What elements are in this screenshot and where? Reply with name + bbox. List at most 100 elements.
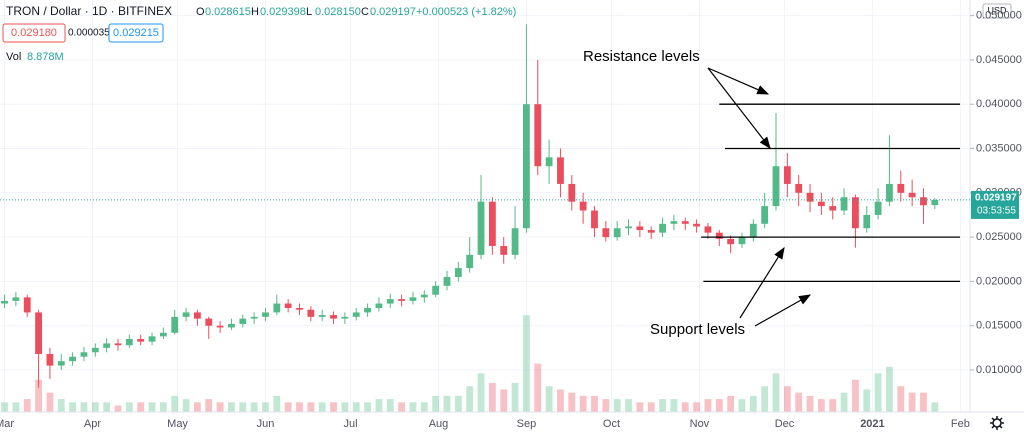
grid <box>0 0 970 412</box>
candle-body <box>137 338 145 342</box>
candle-body <box>727 238 735 245</box>
bid-box[interactable] <box>2 23 66 43</box>
volume-bar <box>863 389 871 412</box>
candle-body <box>57 361 65 366</box>
volume-bar <box>466 386 474 412</box>
volume-bar <box>12 402 20 412</box>
y-tick-label: 0.020000 <box>976 275 1022 287</box>
volume-bar <box>511 382 519 412</box>
candle-body <box>715 232 723 239</box>
volume-bar <box>69 402 77 412</box>
volume-bar <box>659 399 666 412</box>
candle-body <box>738 237 746 245</box>
volume-bar <box>23 399 31 412</box>
x-tick-label: Oct <box>603 418 620 430</box>
candle-body <box>35 312 42 355</box>
candle-body <box>488 201 496 246</box>
volume-bar <box>57 399 65 412</box>
candle-body <box>114 343 122 346</box>
volume-bar <box>897 386 905 412</box>
candle-body <box>80 352 88 357</box>
volume-bar <box>636 402 644 412</box>
candle-body <box>375 303 383 308</box>
settings-icon[interactable] <box>990 416 1004 430</box>
volume-bar <box>579 395 587 412</box>
candle-body <box>534 104 542 167</box>
candle-body <box>817 201 825 207</box>
gear-teeth <box>990 416 1004 430</box>
candle-body <box>46 354 54 366</box>
candle-body <box>23 297 31 313</box>
candle-body <box>772 166 780 207</box>
volume-bar <box>148 402 156 412</box>
currency-box[interactable] <box>982 3 1012 19</box>
candle-body <box>568 183 576 202</box>
volume-bar <box>159 402 167 412</box>
volume-bar <box>352 402 360 412</box>
candle-body <box>364 307 371 313</box>
candle-body <box>409 297 417 301</box>
volume-bar <box>886 366 893 412</box>
ohlc-value: 0.028150 <box>315 6 361 18</box>
volume-bar <box>704 399 712 412</box>
ask: 0.029215 <box>113 27 159 39</box>
candle-body <box>318 315 326 317</box>
annotations: Resistance levels Support levels <box>583 48 812 338</box>
volume-bar <box>443 395 451 412</box>
volume-label: Vol <box>6 51 21 63</box>
candle-body <box>795 183 803 193</box>
x-tick-label: Nov <box>690 418 710 430</box>
x-tick-label: May <box>167 418 188 430</box>
volume-bar <box>545 386 553 412</box>
volume-bar <box>591 395 598 412</box>
y-tick-label: 0.025000 <box>976 231 1022 243</box>
candle-body <box>761 206 769 224</box>
candle-body <box>852 197 859 229</box>
volume-bar <box>817 399 825 412</box>
ohlc-key: O <box>196 6 205 18</box>
volume-bar <box>194 402 201 412</box>
candle-body <box>886 183 893 202</box>
volume-bar <box>216 402 224 412</box>
volume-bar <box>80 402 88 412</box>
volume-bar <box>693 402 700 412</box>
volume-bar <box>761 386 769 412</box>
candle-body <box>171 316 179 333</box>
volume-value: 8.878M <box>27 51 64 63</box>
candle-body <box>250 316 258 319</box>
volume-bar <box>772 373 780 412</box>
x-tick-label: Jun <box>257 418 275 430</box>
volume-bar <box>137 402 145 412</box>
volume-bar <box>738 399 746 412</box>
volume-bar <box>874 373 882 412</box>
candle-body <box>330 315 337 319</box>
volume-bar <box>795 392 803 412</box>
ask-box[interactable] <box>108 23 164 43</box>
volume-bar <box>125 402 133 412</box>
volume-bar <box>829 399 837 412</box>
candle-body <box>579 201 587 211</box>
candle-body <box>352 312 360 317</box>
x-tick-label: Jul <box>344 418 358 430</box>
candle-body <box>194 312 201 319</box>
volume-bar <box>330 402 337 412</box>
change: +0.000523 (+1.82%) <box>416 6 516 18</box>
x-tick-label: Mar <box>0 418 14 430</box>
header: TRON / Dollar · 1D · BITFINEX O 0.028615 H… <box>2 4 516 63</box>
volume-bar <box>613 399 621 412</box>
candle-body <box>908 192 916 198</box>
volume-bar <box>114 405 122 412</box>
volume-bar <box>432 395 440 412</box>
candle-body <box>659 223 666 233</box>
y-tick-label: 0.035000 <box>976 142 1022 154</box>
candle-body <box>863 214 871 229</box>
candle-body <box>12 297 20 301</box>
x-tick-label: Feb <box>951 418 970 430</box>
candle-body <box>398 299 406 301</box>
volume-bar <box>852 379 859 412</box>
candle-body <box>897 183 905 193</box>
candle-layer <box>1 24 939 388</box>
volume-bar <box>625 399 632 412</box>
volume-bar <box>454 395 462 412</box>
volume-layer <box>1 315 939 412</box>
